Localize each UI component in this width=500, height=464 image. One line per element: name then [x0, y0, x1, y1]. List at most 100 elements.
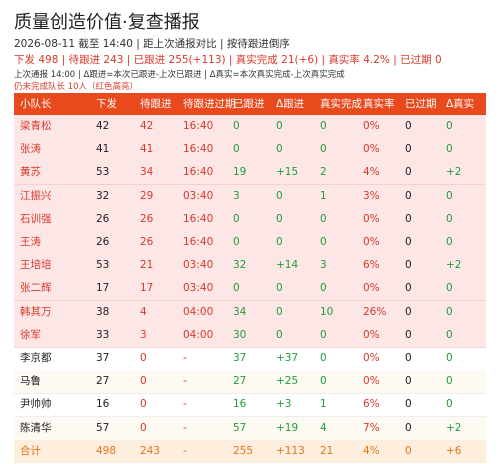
cell: 0	[233, 236, 240, 248]
cell: 陈清华	[20, 421, 52, 434]
cell: 0	[446, 282, 453, 295]
cell: 0	[140, 375, 147, 388]
cell: 0%	[363, 375, 380, 388]
table-row: 韩其万 38 4 04:00 34 0 10 26% 0 0	[14, 300, 486, 325]
cell: 4	[320, 421, 327, 434]
alert: 仍未完成队长 10人（红色高亮）	[14, 82, 139, 92]
cell: 16	[233, 398, 247, 411]
cell: Δ真实	[446, 98, 475, 110]
cell: 04:00	[183, 328, 214, 341]
cell: 江振兴	[20, 189, 52, 202]
cell: 0%	[363, 120, 380, 132]
cell: 41	[96, 143, 110, 156]
table-row: 合计 498 243 - 255 +113 21 4% 0 +6	[14, 439, 486, 463]
cell: 0	[446, 143, 453, 156]
cell: 小队长	[20, 98, 52, 110]
cell: 03:40	[183, 282, 214, 295]
cell: 498	[96, 444, 117, 457]
cell: 3	[233, 189, 240, 202]
cell: 33	[96, 328, 110, 341]
cell: 0	[276, 120, 283, 132]
cell: 0	[446, 328, 453, 341]
cell: 0	[276, 189, 283, 202]
cell: +3	[276, 398, 292, 411]
cell: 6%	[363, 259, 380, 272]
cell: 0	[446, 375, 453, 388]
cell: 0%	[363, 282, 380, 295]
note: 上次通报 14:00 | Δ跟进=本次已跟进-上次已跟进 | Δ真实=本次真实完…	[14, 70, 345, 80]
cell: 0	[405, 375, 412, 388]
cell: +113	[276, 444, 305, 457]
cell: 0	[405, 352, 412, 364]
table-row: 张二辉 17 17 03:40 0 0 0 0% 0 0	[14, 277, 486, 302]
cell: 16	[96, 398, 110, 411]
table-row: 徐军 33 3 04:00 30 0 0 0% 0 0	[14, 323, 486, 348]
cell: -	[183, 352, 187, 364]
cell: 0	[405, 328, 412, 341]
cell: 0	[405, 444, 412, 457]
cell: 04:00	[183, 305, 214, 318]
cell: 0	[320, 212, 327, 225]
cell: 34	[233, 305, 247, 318]
table-row: 王培培 53 21 03:40 32 +14 3 6% 0 +2	[14, 254, 486, 279]
cell: 4%	[363, 166, 380, 179]
cell: 26	[140, 212, 154, 225]
table-row: 梁青松 42 42 16:40 0 0 0 0% 0 0	[14, 115, 486, 139]
cell: 张涛	[20, 143, 41, 156]
cell: 0	[276, 143, 283, 156]
cell: 王培培	[20, 259, 52, 272]
cell: +14	[276, 259, 299, 272]
cell: +2	[446, 166, 462, 179]
cell: 26	[96, 236, 110, 248]
cell: 李京都	[20, 352, 52, 364]
cell: 0%	[363, 328, 380, 341]
cell: 10	[320, 305, 334, 318]
cell: 38	[96, 305, 110, 318]
cell: +2	[446, 259, 462, 272]
cell: 0	[233, 143, 240, 156]
cell: 57	[233, 421, 247, 434]
cell: 0	[446, 212, 453, 225]
cell: 0	[405, 236, 412, 248]
cell: 0	[446, 189, 453, 202]
cell: 0	[405, 305, 412, 318]
cell: 0	[140, 421, 147, 434]
cell: 16:40	[183, 143, 214, 156]
cell: +15	[276, 166, 299, 179]
table-row: 王涛 26 26 16:40 0 0 0 0% 0 0	[14, 231, 486, 255]
cell: 已跟进	[233, 98, 265, 110]
cell: 0	[320, 352, 327, 364]
cell: 16:40	[183, 236, 214, 248]
cell: 37	[233, 352, 247, 364]
cell: 3	[320, 259, 327, 272]
table-row: 石训强 26 26 16:40 0 0 0 0% 0 0	[14, 207, 486, 232]
cell: 黄苏	[20, 166, 41, 179]
cell: 真实率	[363, 98, 395, 110]
cell: -	[183, 421, 187, 434]
cell: 0	[405, 259, 412, 272]
summary: 下发 498 | 待跟进 243 | 已跟进 255(+113) | 真实完成 …	[14, 54, 442, 66]
cell: 徐军	[20, 328, 41, 341]
cell: 0	[405, 120, 412, 132]
cell: 42	[140, 120, 154, 132]
cell: -	[183, 375, 187, 388]
cell: Δ跟进	[276, 98, 305, 110]
cell: 0	[320, 282, 327, 295]
cell: 0	[405, 282, 412, 295]
cell: 27	[233, 375, 247, 388]
cell: 梁青松	[20, 120, 52, 132]
table-row: 陈清华 57 0 - 57 +19 4 7% 0 +2	[14, 416, 486, 441]
cell: 韩其万	[20, 305, 52, 318]
cell: 0	[276, 212, 283, 225]
cell: 41	[140, 143, 154, 156]
cell: 0	[446, 398, 453, 411]
cell: 0	[446, 120, 453, 132]
cell: 16:40	[183, 166, 214, 179]
cell: 0%	[363, 143, 380, 156]
table-row: 黄苏 53 34 16:40 19 +15 2 4% 0 +2	[14, 161, 486, 186]
cell: 0	[233, 120, 240, 132]
cell: 马鲁	[20, 375, 41, 388]
table-row: 李京都 37 0 - 37 +37 0 0% 0 0	[14, 347, 486, 371]
cell: 已过期	[405, 98, 437, 110]
table-row: 尹帅帅 16 0 - 16 +3 1 6% 0 0	[14, 393, 486, 418]
